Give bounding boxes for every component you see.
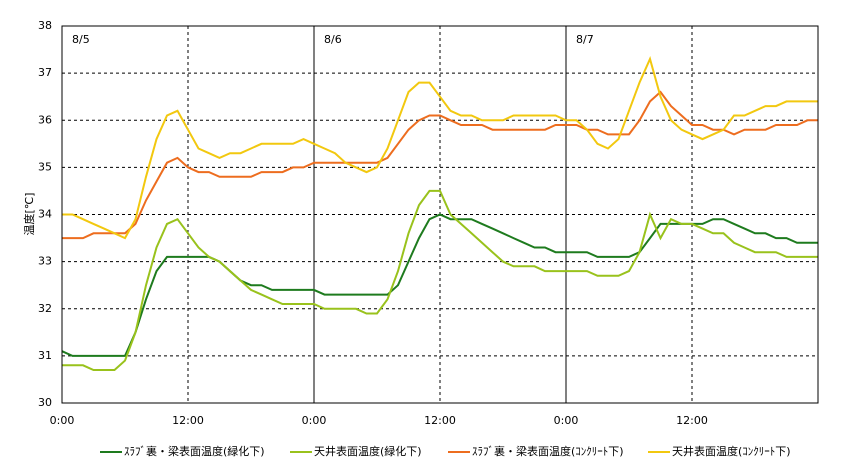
legend-label: 天井表面温度(ｺﾝｸﾘｰﾄ下) — [672, 444, 791, 458]
annotation: 8/5 — [72, 33, 90, 46]
legend-label: 天井表面温度(緑化下) — [314, 444, 422, 458]
y-tick-label: 33 — [38, 255, 52, 268]
y-tick-label: 30 — [38, 396, 52, 409]
legend-label: ｽﾗﾌﾞ裏・梁表面温度(緑化下) — [124, 444, 265, 458]
series-line — [62, 189, 818, 371]
legend-label: ｽﾗﾌﾞ裏・梁表面温度(ｺﾝｸﾘｰﾄ下) — [472, 444, 624, 458]
x-tick-label: 12:00 — [676, 414, 708, 427]
y-tick-label: 34 — [38, 208, 52, 221]
y-tick-label: 31 — [38, 349, 52, 362]
x-tick-label: 12:00 — [172, 414, 204, 427]
y-tick-label: 32 — [38, 302, 52, 315]
x-tick-label: 0:00 — [50, 414, 75, 427]
y-axis-label: 温度[℃] — [22, 193, 36, 236]
series-line — [62, 90, 818, 240]
annotation: 8/7 — [576, 33, 594, 46]
series-line — [62, 56, 818, 240]
annotation: 8/6 — [324, 33, 342, 46]
x-tick-label: 0:00 — [302, 414, 327, 427]
y-tick-label: 36 — [38, 113, 52, 126]
y-tick-label: 37 — [38, 66, 52, 79]
plot-frame — [61, 25, 819, 404]
x-tick-label: 12:00 — [424, 414, 456, 427]
y-tick-label: 35 — [38, 160, 52, 173]
y-tick-label: 38 — [38, 19, 52, 32]
x-tick-label: 0:00 — [554, 414, 579, 427]
